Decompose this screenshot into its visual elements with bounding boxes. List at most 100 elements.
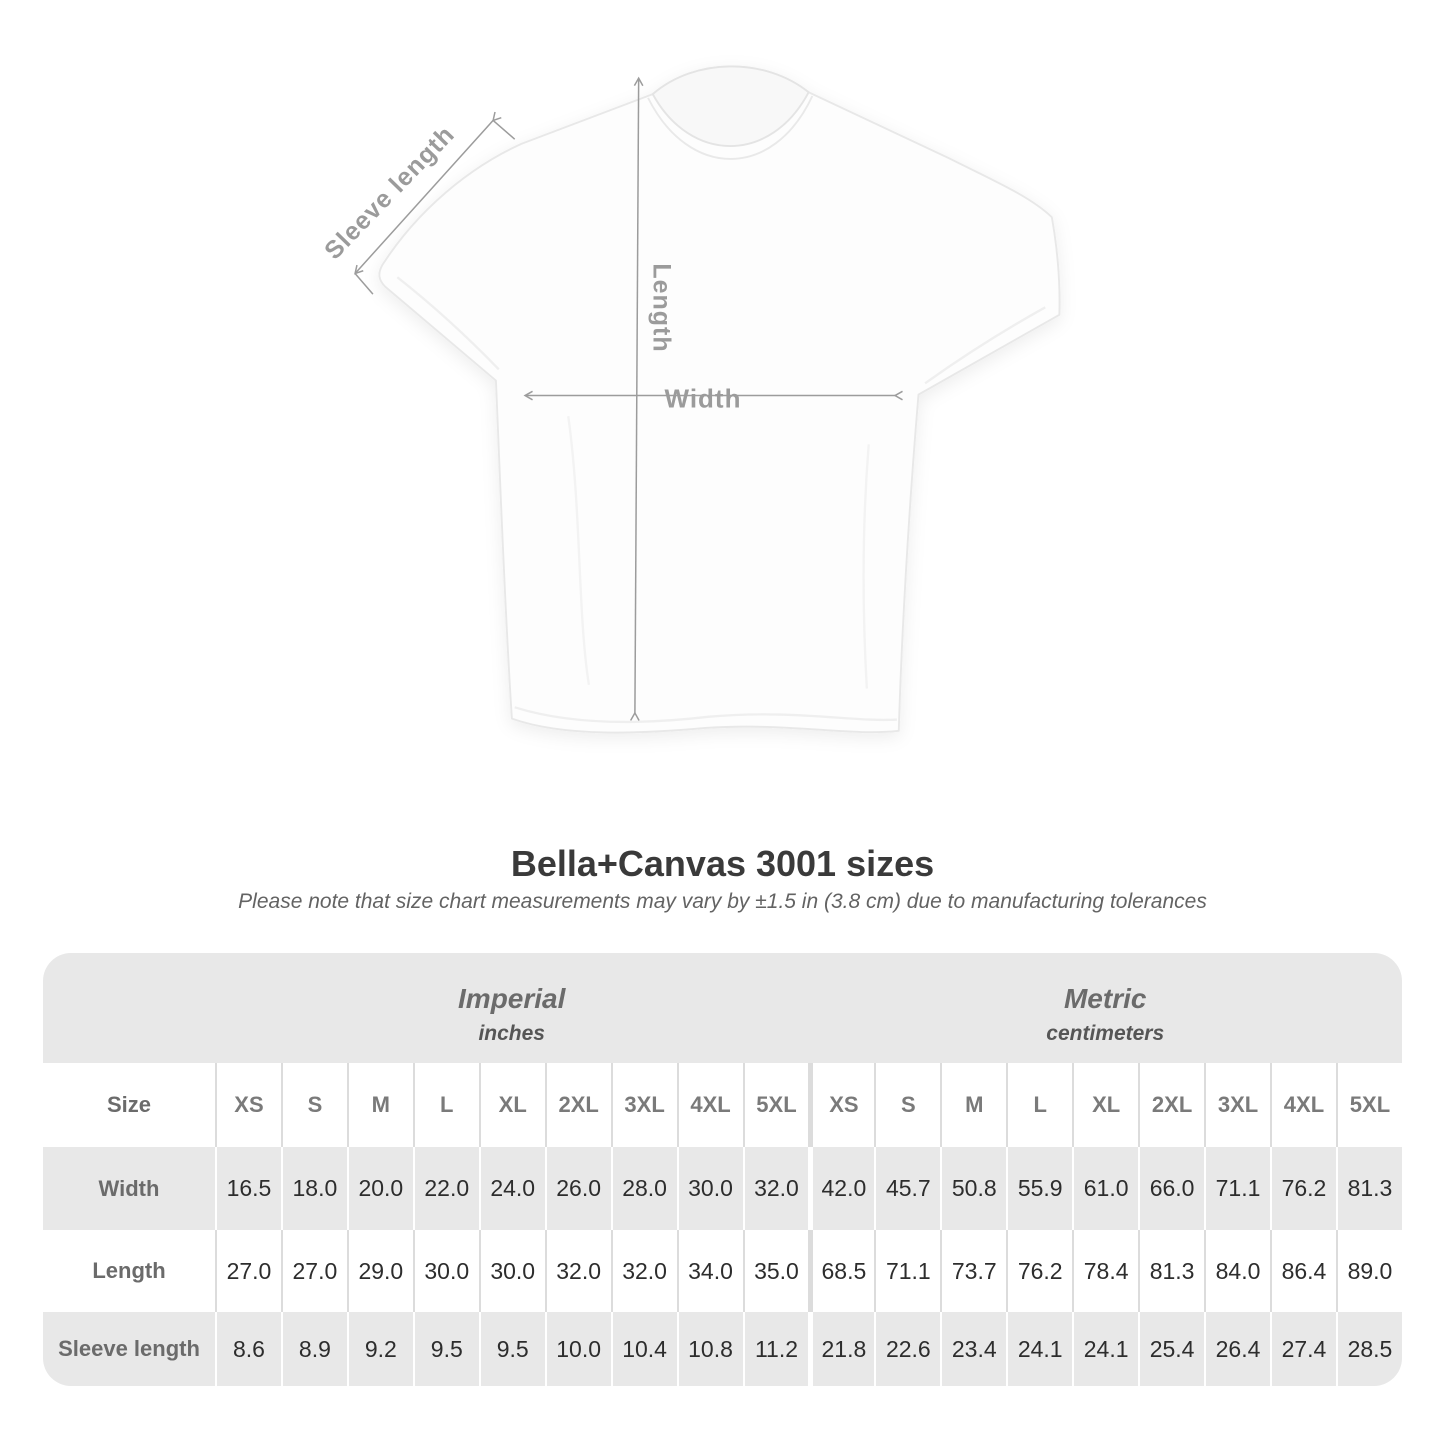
measurement-cell: 89.0 (1335, 1230, 1402, 1312)
measurement-cell: 76.2 (1270, 1147, 1336, 1230)
measurement-cell: 28.0 (610, 1147, 677, 1230)
size-col-header: S (280, 1063, 347, 1147)
measurement-cell: 81.3 (1335, 1147, 1402, 1230)
measurement-cell: 66.0 (1138, 1147, 1205, 1230)
size-col-header: 2XL (544, 1063, 611, 1147)
size-table-container: Imperial inches Metric centimeters Size … (43, 953, 1402, 1386)
row-label: Sleeve length (43, 1312, 215, 1386)
sleeve-length-arrow (354, 111, 516, 295)
width-row: Width 16.5 18.0 20.0 22.0 24.0 26.0 28.0… (43, 1147, 1402, 1230)
size-col-header: 3XL (610, 1063, 677, 1147)
measurement-cell: 18.0 (280, 1147, 347, 1230)
measurement-cell: 30.0 (478, 1230, 545, 1312)
measurement-cell: 50.8 (940, 1147, 1007, 1230)
measurement-cell: 32.0 (742, 1147, 809, 1230)
size-col-header: L (412, 1063, 479, 1147)
measurement-cell: 11.2 (742, 1312, 809, 1386)
measurement-cell: 86.4 (1270, 1230, 1336, 1312)
measurement-cell: 22.6 (874, 1312, 941, 1386)
tshirt-graphic (354, 65, 1061, 734)
measurement-cell: 26.0 (544, 1147, 611, 1230)
measurement-cell: 23.4 (940, 1312, 1007, 1386)
row-label: Width (43, 1147, 215, 1230)
metric-unit: centimeters (1046, 1022, 1165, 1045)
size-corner-label: Size (43, 1063, 215, 1147)
measurement-cell: 71.1 (874, 1230, 940, 1312)
width-label: Width (664, 383, 742, 414)
measurement-cell: 25.4 (1138, 1312, 1205, 1386)
size-col-header: XS (808, 1063, 875, 1147)
size-table: Imperial inches Metric centimeters Size … (43, 953, 1402, 1386)
measurement-cell: 32.0 (610, 1230, 677, 1312)
sleeve-length-row: Sleeve length 8.6 8.9 9.2 9.5 9.5 10.0 1… (43, 1312, 1402, 1386)
imperial-section-header: Imperial inches (215, 953, 809, 1063)
measurement-cell: 76.2 (1006, 1230, 1072, 1312)
measurement-cell: 35.0 (742, 1230, 809, 1312)
unit-header-row: Imperial inches Metric centimeters (43, 953, 1402, 1063)
measurement-cell: 84.0 (1204, 1230, 1270, 1312)
size-col-header: XL (478, 1063, 545, 1147)
size-col-header: M (346, 1063, 413, 1147)
imperial-label: Imperial (458, 983, 566, 1014)
corner-cell (43, 953, 215, 1063)
measurement-cell: 21.8 (808, 1312, 875, 1386)
measurement-cell: 8.9 (280, 1312, 347, 1386)
measurement-cell: 27.0 (280, 1230, 347, 1312)
measurement-cell: 30.0 (676, 1147, 743, 1230)
measurement-cell: 26.4 (1204, 1312, 1270, 1386)
measurement-cell: 10.0 (544, 1312, 611, 1386)
measurement-cell: 27.0 (215, 1230, 281, 1312)
measurement-cell: 22.0 (412, 1147, 479, 1230)
measurement-cell: 9.2 (346, 1312, 413, 1386)
size-col-header: 3XL (1204, 1063, 1270, 1147)
measurement-cell: 20.0 (346, 1147, 413, 1230)
size-col-header: 4XL (1270, 1063, 1336, 1147)
measurement-cell: 78.4 (1072, 1230, 1138, 1312)
measurement-cell: 10.4 (610, 1312, 677, 1386)
metric-section-header: Metric centimeters (808, 953, 1402, 1063)
measurement-cell: 29.0 (346, 1230, 413, 1312)
size-col-header: 5XL (742, 1063, 809, 1147)
size-col-header: S (874, 1063, 941, 1147)
garment-seams (396, 276, 1046, 724)
size-header-row: Size XS S M L XL 2XL 3XL 4XL 5XL XS S M … (43, 1063, 1402, 1147)
measurement-cell: 28.5 (1335, 1312, 1402, 1386)
measurement-cell: 8.6 (215, 1312, 281, 1386)
measurement-cell: 24.1 (1006, 1312, 1073, 1386)
measurement-cell: 16.5 (215, 1147, 281, 1230)
imperial-unit: inches (478, 1022, 545, 1045)
size-col-header: 2XL (1138, 1063, 1205, 1147)
measurement-cell: 10.8 (676, 1312, 743, 1386)
length-label: Length (647, 263, 676, 353)
measurement-cell: 9.5 (478, 1312, 545, 1386)
size-col-header: 4XL (676, 1063, 743, 1147)
measurement-cell: 73.7 (940, 1230, 1006, 1312)
size-col-header: XL (1072, 1063, 1139, 1147)
collar (647, 65, 814, 160)
tshirt-measurement-diagram (280, 50, 1110, 820)
measurement-cell: 30.0 (412, 1230, 479, 1312)
measurement-cell: 81.3 (1138, 1230, 1204, 1312)
size-col-header: M (940, 1063, 1007, 1147)
measurement-cell: 71.1 (1204, 1147, 1270, 1230)
page-title: Bella+Canvas 3001 sizes (510, 843, 935, 884)
size-col-header: 5XL (1335, 1063, 1402, 1147)
measurement-cell: 24.1 (1072, 1312, 1139, 1386)
metric-label: Metric (1063, 983, 1147, 1014)
measurement-cell: 42.0 (808, 1147, 875, 1230)
row-label: Length (92, 1258, 166, 1283)
tolerance-note: Please note that size chart measurements… (238, 890, 1207, 913)
measurement-cell: 68.5 (808, 1230, 874, 1312)
measurement-cell: 55.9 (1006, 1147, 1073, 1230)
measurement-cell: 27.4 (1270, 1312, 1336, 1386)
measurement-cell: 9.5 (412, 1312, 479, 1386)
measurement-cell: 34.0 (676, 1230, 743, 1312)
measurement-cell: 45.7 (874, 1147, 941, 1230)
measurement-cell: 32.0 (544, 1230, 611, 1312)
size-col-header: L (1006, 1063, 1073, 1147)
size-col-header: XS (215, 1063, 281, 1147)
measurement-cell: 24.0 (478, 1147, 545, 1230)
measurement-cell: 61.0 (1072, 1147, 1139, 1230)
length-row: Length 27.0 27.0 29.0 30.0 30.0 32.0 32.… (43, 1230, 1402, 1312)
